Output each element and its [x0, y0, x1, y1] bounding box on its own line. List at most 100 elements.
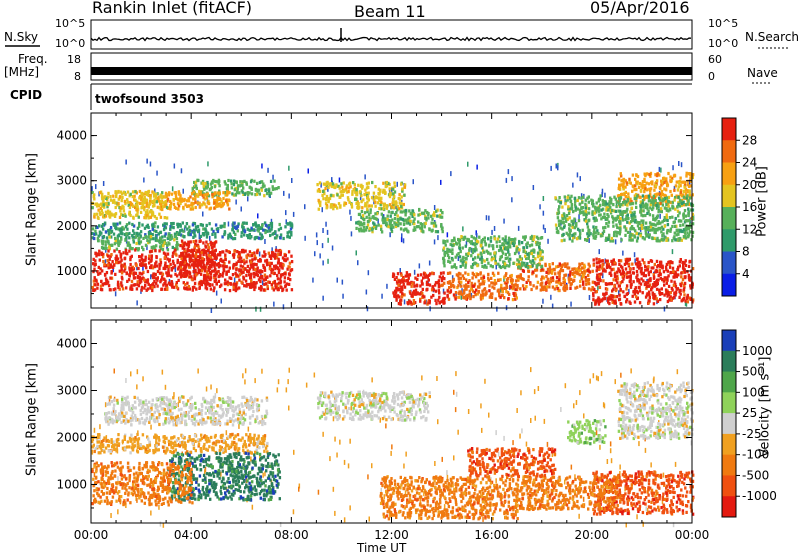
data-cell — [547, 278, 549, 281]
data-cell — [667, 205, 669, 208]
data-cell — [622, 218, 624, 221]
data-cell — [287, 235, 289, 238]
data-cell — [535, 274, 537, 277]
data-cell — [164, 256, 166, 259]
data-cell — [593, 258, 595, 261]
data-cell — [668, 299, 670, 302]
freq-trace — [91, 67, 692, 75]
data-cell — [557, 230, 559, 233]
data-cell — [162, 244, 164, 247]
data-cell — [508, 253, 510, 256]
data-cell — [219, 198, 221, 201]
data-cell — [190, 254, 192, 257]
data-cell — [150, 235, 152, 238]
data-cell — [261, 236, 263, 239]
data-cell — [100, 288, 102, 291]
data-cell — [462, 246, 464, 249]
data-cell — [631, 225, 633, 228]
data-cell — [687, 214, 689, 217]
data-cell — [205, 246, 207, 249]
data-cell — [192, 187, 194, 190]
data-cell — [392, 188, 394, 191]
data-cell — [103, 203, 105, 206]
data-cell — [316, 183, 318, 186]
data-cell — [429, 284, 431, 287]
data-cell — [600, 273, 602, 276]
data-cell — [512, 298, 514, 301]
data-cell — [236, 250, 238, 253]
data-cell — [520, 273, 522, 276]
data-cell — [471, 235, 473, 238]
data-cell — [326, 195, 328, 198]
data-cell — [521, 241, 523, 244]
data-cell — [613, 258, 615, 261]
data-cell — [631, 263, 633, 266]
data-cell — [153, 199, 155, 202]
data-cell — [107, 281, 109, 284]
data-cell — [523, 263, 525, 266]
data-cell — [410, 301, 412, 304]
data-cell — [186, 205, 188, 208]
data-cell — [468, 249, 470, 252]
data-cell — [202, 212, 204, 217]
data-cell — [668, 261, 670, 264]
data-cell — [284, 272, 286, 275]
data-cell — [164, 252, 166, 255]
data-cell — [485, 266, 487, 269]
data-cell — [597, 232, 599, 235]
data-cell — [234, 226, 236, 229]
data-cell — [397, 284, 399, 287]
data-cell — [503, 219, 505, 224]
data-cell — [222, 191, 224, 194]
data-cell — [322, 243, 324, 248]
data-cell — [150, 162, 152, 167]
data-cell — [413, 217, 415, 220]
data-cell — [406, 301, 408, 304]
data-cell — [188, 271, 190, 274]
data-cell — [138, 232, 140, 235]
data-cell — [656, 265, 658, 268]
data-cell — [404, 186, 406, 189]
data-cell — [259, 192, 261, 195]
data-cell — [179, 223, 181, 226]
data-cell — [142, 237, 144, 240]
data-cell — [193, 233, 195, 236]
data-cell — [380, 225, 382, 228]
data-cell — [459, 247, 461, 250]
data-cell — [662, 232, 664, 235]
data-cell — [610, 198, 612, 201]
data-cell — [416, 278, 418, 281]
data-cell — [451, 239, 453, 242]
data-cell — [633, 213, 635, 216]
data-cell — [636, 221, 638, 224]
data-cell — [599, 249, 601, 254]
data-cell — [194, 245, 196, 248]
data-cell — [622, 251, 624, 256]
data-cell — [394, 217, 396, 220]
data-cell — [606, 263, 608, 266]
data-cell — [687, 199, 689, 202]
data-cell — [502, 237, 504, 240]
data-cell — [626, 271, 628, 274]
data-cell — [403, 238, 405, 243]
data-cell — [96, 287, 98, 290]
data-cell — [642, 194, 644, 197]
data-cell — [659, 214, 661, 219]
data-cell — [599, 260, 601, 263]
data-cell — [581, 271, 583, 274]
data-cell — [511, 176, 513, 181]
data-cell — [228, 222, 230, 227]
data-cell — [652, 223, 654, 226]
data-cell — [132, 216, 134, 219]
data-cell — [216, 263, 218, 266]
data-cell — [230, 182, 232, 185]
data-cell — [171, 193, 173, 196]
data-cell — [571, 203, 573, 206]
data-cell — [215, 272, 217, 275]
data-cell — [683, 190, 685, 193]
data-cell — [661, 287, 663, 290]
data-cell — [102, 236, 104, 239]
data-cell — [615, 205, 617, 208]
data-cell — [381, 294, 383, 299]
data-cell — [569, 216, 571, 219]
